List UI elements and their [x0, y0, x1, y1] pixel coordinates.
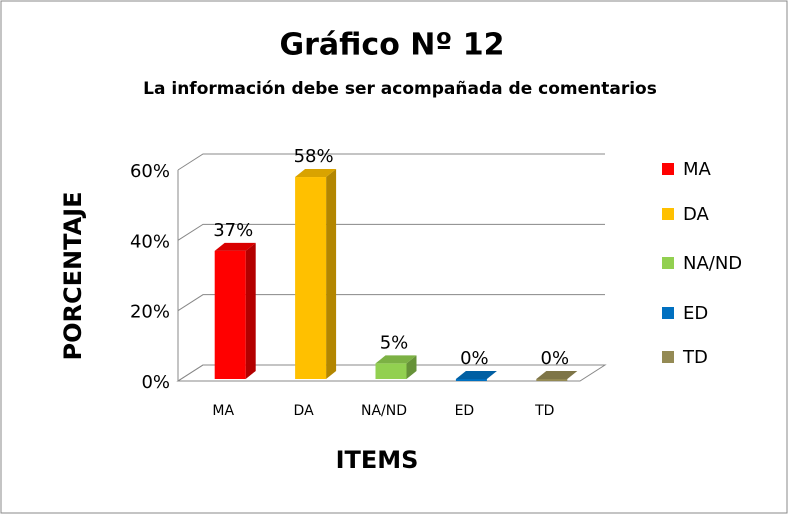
- legend-swatch: [662, 257, 674, 269]
- grid-line: [177, 294, 605, 312]
- y-tick-label: 40%: [130, 231, 170, 252]
- value-label: 0%: [460, 348, 489, 369]
- y-tick-label: 60%: [130, 161, 170, 182]
- grid-line: [177, 364, 605, 382]
- bar: [295, 177, 327, 379]
- bar-side: [406, 355, 417, 379]
- bar-top: [536, 371, 578, 379]
- bar-top: [214, 242, 256, 251]
- legend-label: NA/ND: [683, 253, 742, 274]
- bar-top: [375, 355, 417, 364]
- legend-swatch: [662, 208, 674, 220]
- bar-top: [455, 371, 497, 379]
- bar: [455, 379, 487, 381]
- legend-label: MA: [683, 159, 712, 180]
- value-label: 5%: [380, 332, 409, 353]
- value-label: 0%: [541, 348, 570, 369]
- legend-swatch: [662, 351, 674, 363]
- legend-swatch: [662, 163, 674, 175]
- x-tick-label: ED: [455, 403, 475, 419]
- y-tick-label: 0%: [141, 372, 170, 393]
- bar: [214, 250, 246, 379]
- value-label: 37%: [213, 220, 253, 241]
- y-tick-label: 20%: [130, 302, 170, 323]
- bar-top: [295, 169, 337, 178]
- grid-line: [177, 153, 605, 171]
- x-tick-label: DA: [294, 403, 315, 419]
- legend-label: TD: [682, 347, 708, 368]
- grid-line: [177, 223, 605, 241]
- bar: [375, 363, 407, 379]
- legend-label: ED: [683, 303, 708, 324]
- bar: [536, 379, 568, 381]
- x-tick-label: TD: [534, 403, 554, 419]
- bar-side: [245, 242, 256, 379]
- y-axis-label: PORCENTAJE: [59, 192, 87, 361]
- x-tick-label: NA/ND: [361, 403, 407, 419]
- legend-swatch: [662, 307, 674, 319]
- bar-side: [326, 169, 337, 379]
- x-axis-label: ITEMS: [336, 446, 419, 474]
- value-label: 58%: [294, 146, 334, 167]
- chart-subtitle: La información debe ser acompañada de co…: [143, 79, 657, 99]
- chart-title: Gráfico Nº 12: [280, 28, 505, 63]
- x-tick-label: MA: [212, 403, 234, 419]
- legend-label: DA: [683, 204, 710, 225]
